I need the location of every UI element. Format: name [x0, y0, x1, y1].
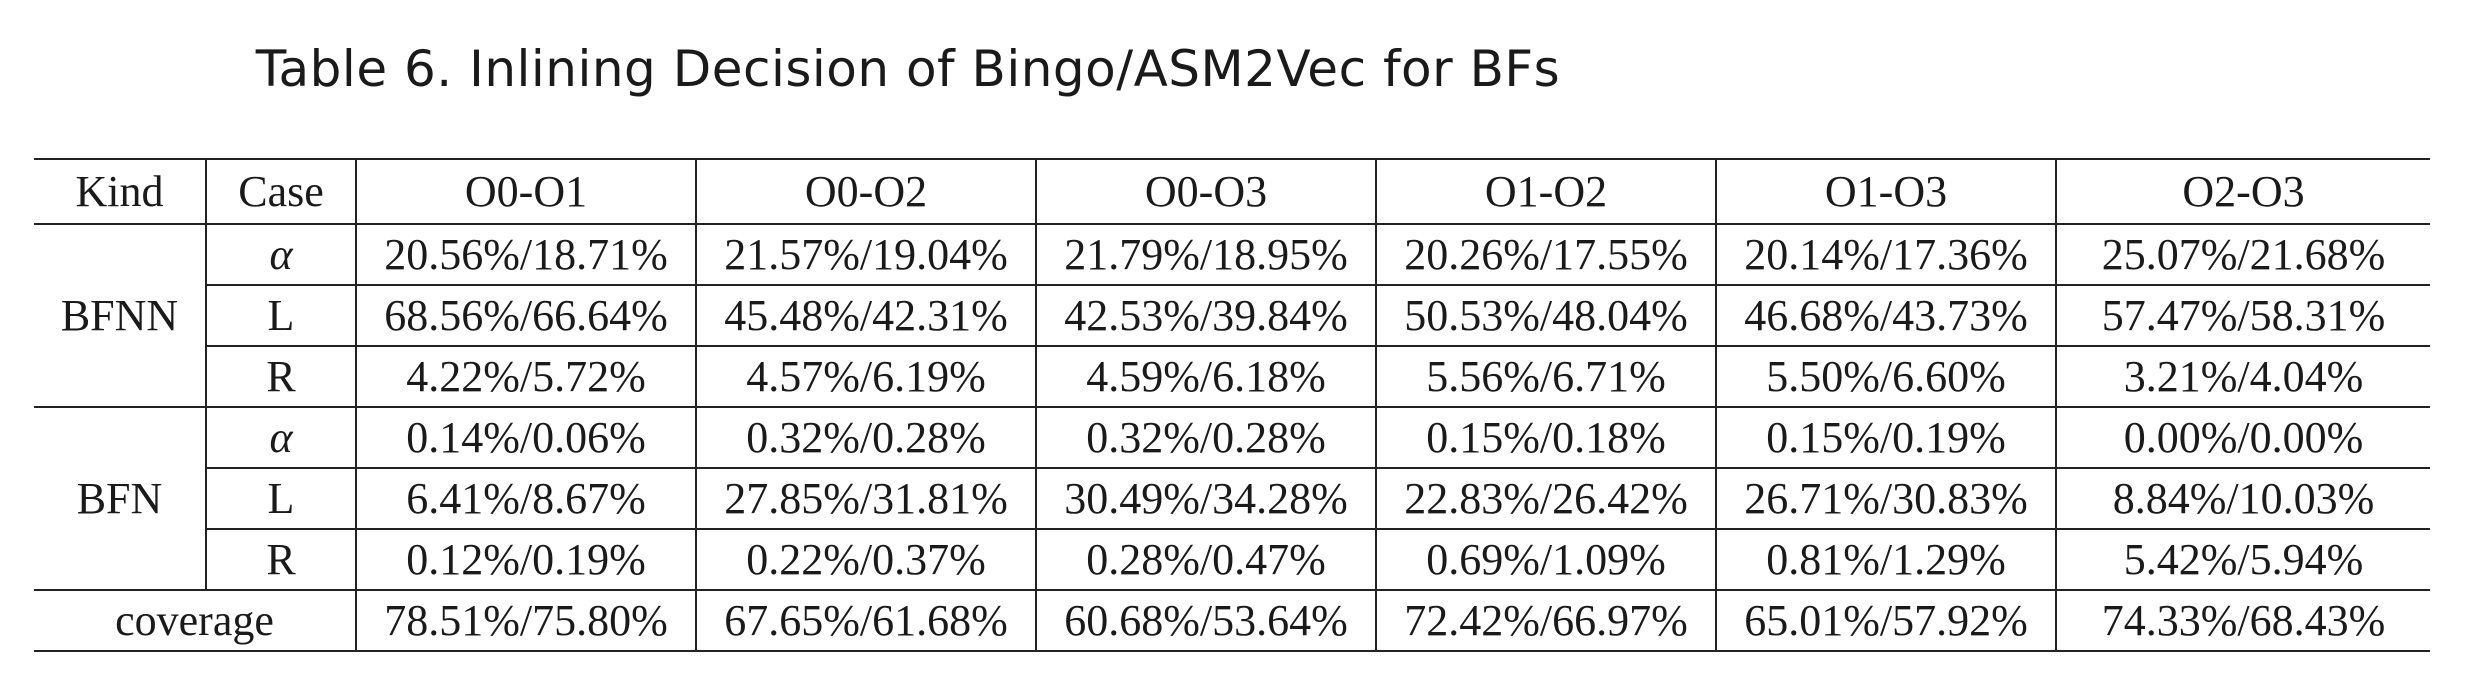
kind-cell-bfn: BFN	[34, 406, 207, 590]
value-cell: 20.56%/18.71%	[355, 223, 697, 285]
case-cell: L	[206, 467, 357, 529]
value-cell: 0.15%/0.18%	[1375, 406, 1717, 468]
header-o0-o2: O0-O2	[695, 158, 1037, 225]
table-row: R 0.12%/0.19% 0.22%/0.37% 0.28%/0.47% 0.…	[34, 528, 2430, 590]
value-cell: 30.49%/34.28%	[1035, 467, 1377, 529]
table-row: R 4.22%/5.72% 4.57%/6.19% 4.59%/6.18% 5.…	[34, 345, 2430, 407]
value-cell: 5.50%/6.60%	[1715, 345, 2057, 407]
case-cell: L	[206, 284, 357, 346]
value-cell: 0.69%/1.09%	[1375, 528, 1717, 590]
value-cell: 72.42%/66.97%	[1375, 589, 1717, 652]
value-cell: 22.83%/26.42%	[1375, 467, 1717, 529]
kind-cell-bfnn: BFNN	[34, 223, 207, 407]
value-cell: 20.14%/17.36%	[1715, 223, 2057, 285]
case-cell: R	[206, 528, 357, 590]
value-cell: 60.68%/53.64%	[1035, 589, 1377, 652]
value-cell: 3.21%/4.04%	[2055, 345, 2430, 407]
value-cell: 26.71%/30.83%	[1715, 467, 2057, 529]
value-cell: 0.14%/0.06%	[355, 406, 697, 468]
case-cell: R	[206, 345, 357, 407]
table-row: L 68.56%/66.64% 45.48%/42.31% 42.53%/39.…	[34, 284, 2430, 346]
table-caption: Table 6. Inlining Decision of Bingo/ASM2…	[255, 40, 1561, 98]
value-cell: 27.85%/31.81%	[695, 467, 1037, 529]
value-cell: 68.56%/66.64%	[355, 284, 697, 346]
coverage-row: coverage 78.51%/75.80% 67.65%/61.68% 60.…	[34, 589, 2430, 652]
inlining-decision-table: Kind Case O0-O1 O0-O2 O0-O3 O1-O2 O1-O3 …	[34, 158, 2430, 652]
value-cell: 46.68%/43.73%	[1715, 284, 2057, 346]
value-cell: 0.00%/0.00%	[2055, 406, 2430, 468]
value-cell: 25.07%/21.68%	[2055, 223, 2430, 285]
value-cell: 74.33%/68.43%	[2055, 589, 2430, 652]
case-cell: α	[205, 223, 357, 285]
header-case: Case	[205, 158, 357, 225]
value-cell: 50.53%/48.04%	[1375, 284, 1717, 346]
table-row: BFN α 0.14%/0.06% 0.32%/0.28% 0.32%/0.28…	[34, 406, 2430, 590]
header-o1-o3: O1-O3	[1715, 158, 2057, 225]
value-cell: 5.42%/5.94%	[2055, 528, 2430, 590]
value-cell: 65.01%/57.92%	[1715, 589, 2057, 652]
header-row: Kind Case O0-O1 O0-O2 O0-O3 O1-O2 O1-O3 …	[34, 158, 2430, 225]
header-o2-o3: O2-O3	[2055, 158, 2430, 225]
value-cell: 57.47%/58.31%	[2055, 284, 2430, 346]
value-cell: 0.12%/0.19%	[355, 528, 697, 590]
header-o1-o2: O1-O2	[1375, 158, 1717, 225]
value-cell: 5.56%/6.71%	[1375, 345, 1717, 407]
value-cell: 0.28%/0.47%	[1035, 528, 1377, 590]
value-cell: 0.15%/0.19%	[1715, 406, 2057, 468]
value-cell: 6.41%/8.67%	[355, 467, 697, 529]
case-cell: α	[205, 406, 357, 468]
header-o0-o1: O0-O1	[355, 158, 697, 225]
header-kind: Kind	[34, 158, 207, 225]
value-cell: 0.32%/0.28%	[695, 406, 1037, 468]
value-cell: 21.79%/18.95%	[1035, 223, 1377, 285]
value-cell: 42.53%/39.84%	[1035, 284, 1377, 346]
value-cell: 4.57%/6.19%	[695, 345, 1037, 407]
value-cell: 21.57%/19.04%	[695, 223, 1037, 285]
value-cell: 45.48%/42.31%	[695, 284, 1037, 346]
value-cell: 0.32%/0.28%	[1035, 406, 1377, 468]
value-cell: 20.26%/17.55%	[1375, 223, 1717, 285]
value-cell: 4.22%/5.72%	[355, 345, 697, 407]
value-cell: 4.59%/6.18%	[1035, 345, 1377, 407]
value-cell: 8.84%/10.03%	[2055, 467, 2430, 529]
value-cell: 0.81%/1.29%	[1715, 528, 2057, 590]
header-o0-o3: O0-O3	[1035, 158, 1377, 225]
value-cell: 67.65%/61.68%	[695, 589, 1037, 652]
table-row: BFNN α 20.56%/18.71% 21.57%/19.04% 21.79…	[34, 223, 2430, 407]
value-cell: 78.51%/75.80%	[355, 589, 697, 652]
table-row: L 6.41%/8.67% 27.85%/31.81% 30.49%/34.28…	[34, 467, 2430, 529]
value-cell: 0.22%/0.37%	[695, 528, 1037, 590]
coverage-label: coverage	[34, 589, 357, 652]
